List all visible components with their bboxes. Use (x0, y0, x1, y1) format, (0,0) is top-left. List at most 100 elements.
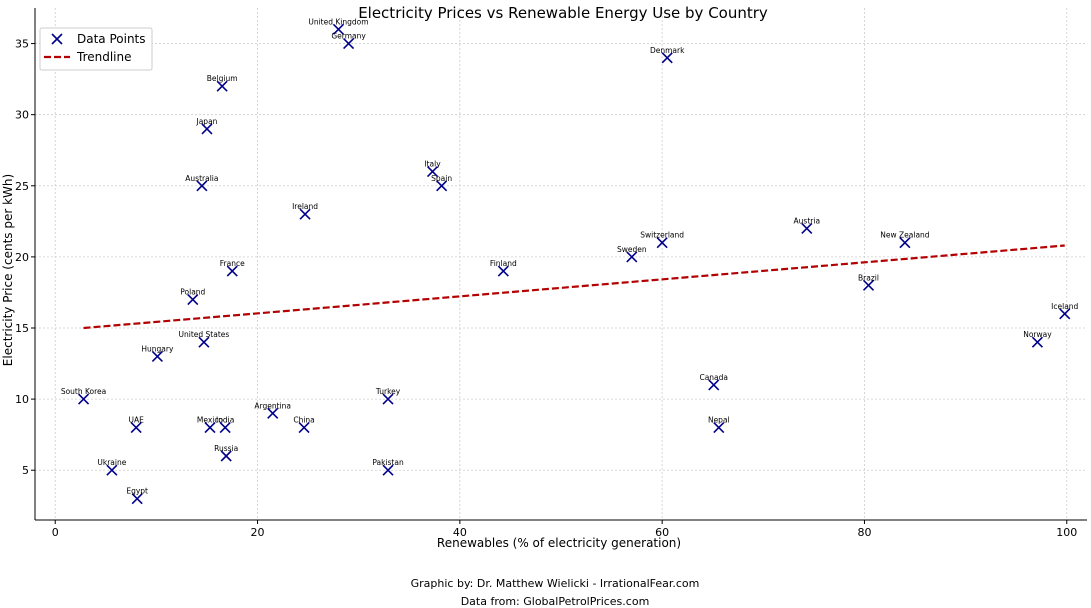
data-point-austria: Austria (794, 216, 821, 235)
point-marker (198, 336, 210, 348)
data-point-australia: Australia (185, 174, 218, 192)
x-tick-label: 0 (52, 526, 59, 539)
legend: Data Points Trendline (39, 27, 153, 71)
point-label: United States (179, 330, 230, 339)
data-point-pakistan: Pakistan (372, 458, 404, 476)
point-label: Brazil (858, 273, 879, 282)
y-tick-label: 30 (15, 109, 29, 122)
data-point-brazil: Brazil (858, 273, 879, 291)
trendline-group (83, 244, 1065, 330)
point-marker (204, 421, 216, 434)
point-marker (131, 493, 143, 505)
point-marker (267, 407, 279, 419)
data-point-poland: Poland (180, 288, 206, 306)
point-label: Finland (490, 259, 517, 268)
credit-data-source: Data from: GlobalPetrolPrices.com (460, 595, 650, 608)
point-label: Australia (185, 174, 218, 183)
credit-graphic: Graphic by: Dr. Matthew Wielicki - Irrat… (410, 577, 700, 590)
data-point-switzerland: Switzerland (640, 231, 684, 249)
point-marker (299, 208, 311, 220)
point-marker (426, 165, 439, 178)
point-marker (106, 464, 118, 476)
data-point-hungary: Hungary (141, 344, 174, 363)
point-label: France (220, 259, 245, 268)
point-label: United Kingdom (308, 17, 368, 26)
data-point-norway: Norway (1023, 330, 1052, 348)
data-point-spain: Spain (431, 174, 452, 192)
point-label: Ukraine (97, 458, 126, 467)
point-marker (708, 379, 720, 391)
point-label: Japan (196, 117, 218, 126)
point-label: Norway (1023, 330, 1052, 339)
y-tick-label: 15 (15, 322, 29, 335)
data-point-sweden: Sweden (617, 245, 647, 263)
point-label: Ireland (292, 202, 318, 211)
y-tick-label: 5 (22, 464, 29, 477)
point-label: Canada (699, 373, 728, 382)
y-tick-label: 35 (15, 38, 29, 51)
y-tick-label: 10 (15, 393, 29, 406)
point-marker (899, 237, 911, 249)
point-marker (226, 265, 238, 277)
point-label: Austria (794, 216, 821, 225)
point-label: Argentina (254, 401, 291, 410)
point-label: Sweden (617, 245, 647, 254)
point-label: Italy (424, 160, 441, 169)
point-marker (332, 23, 345, 35)
data-point-ireland: Ireland (292, 202, 318, 220)
point-marker (151, 350, 163, 363)
point-label: Switzerland (640, 231, 684, 240)
point-marker (862, 279, 875, 291)
legend-point-marker (51, 33, 63, 45)
point-label: Denmark (650, 46, 685, 55)
x-tick-label: 20 (251, 526, 265, 539)
point-marker (196, 180, 208, 192)
data-point-italy: Italy (424, 160, 441, 178)
point-marker (216, 80, 228, 92)
legend-box (39, 27, 153, 71)
data-point-canada: Canada (699, 373, 728, 391)
data-point-turkey: Turkey (375, 387, 401, 405)
data-point-china: China (293, 416, 315, 434)
point-marker (187, 293, 199, 306)
point-marker (1031, 336, 1043, 348)
point-label: South Korea (61, 387, 106, 396)
data-point-uae: UAE (128, 416, 144, 434)
point-label: Belgium (207, 74, 238, 83)
point-marker (219, 421, 231, 434)
point-marker (382, 393, 394, 405)
data-point-denmark: Denmark (650, 46, 685, 64)
grid (35, 8, 1087, 520)
data-point-france: France (220, 259, 245, 277)
data-point-new-zealand: New Zealand (880, 231, 930, 249)
point-marker (298, 421, 310, 434)
x-axis-label: Renewables (% of electricity generation) (437, 536, 681, 550)
data-point-russia: Russia (214, 444, 238, 462)
data-point-iceland: Iceland (1051, 302, 1079, 320)
scatter-chart: United Kingdom Germany Denmark Belgium Japan… (1, 4, 1087, 550)
point-marker (77, 393, 90, 405)
y-tick-label: 25 (15, 180, 29, 193)
point-label: Iceland (1051, 302, 1078, 311)
data-points: United Kingdom Germany Denmark Belgium Japan… (61, 17, 1079, 505)
trendline (83, 244, 1065, 330)
chart-title: Electricity Prices vs Renewable Energy U… (358, 4, 768, 22)
data-point-egypt: Egypt (126, 487, 148, 505)
point-marker (656, 237, 668, 249)
data-point-belgium: Belgium (207, 74, 238, 92)
point-label: China (293, 416, 314, 425)
point-marker (713, 421, 725, 434)
point-marker (1059, 308, 1071, 320)
x-tick-label: 40 (453, 526, 467, 539)
point-marker (436, 180, 448, 192)
point-marker (626, 251, 638, 263)
x-tick-label: 60 (655, 526, 669, 539)
data-point-united-states: United States (179, 330, 230, 348)
data-point-mexico: Mexico (197, 416, 223, 434)
point-label: New Zealand (880, 231, 930, 240)
y-tick-label: 20 (15, 251, 29, 264)
x-tick-label: 100 (1056, 526, 1077, 539)
point-label: Hungary (141, 344, 174, 353)
point-marker (801, 222, 813, 235)
data-point-india: India (216, 416, 234, 434)
